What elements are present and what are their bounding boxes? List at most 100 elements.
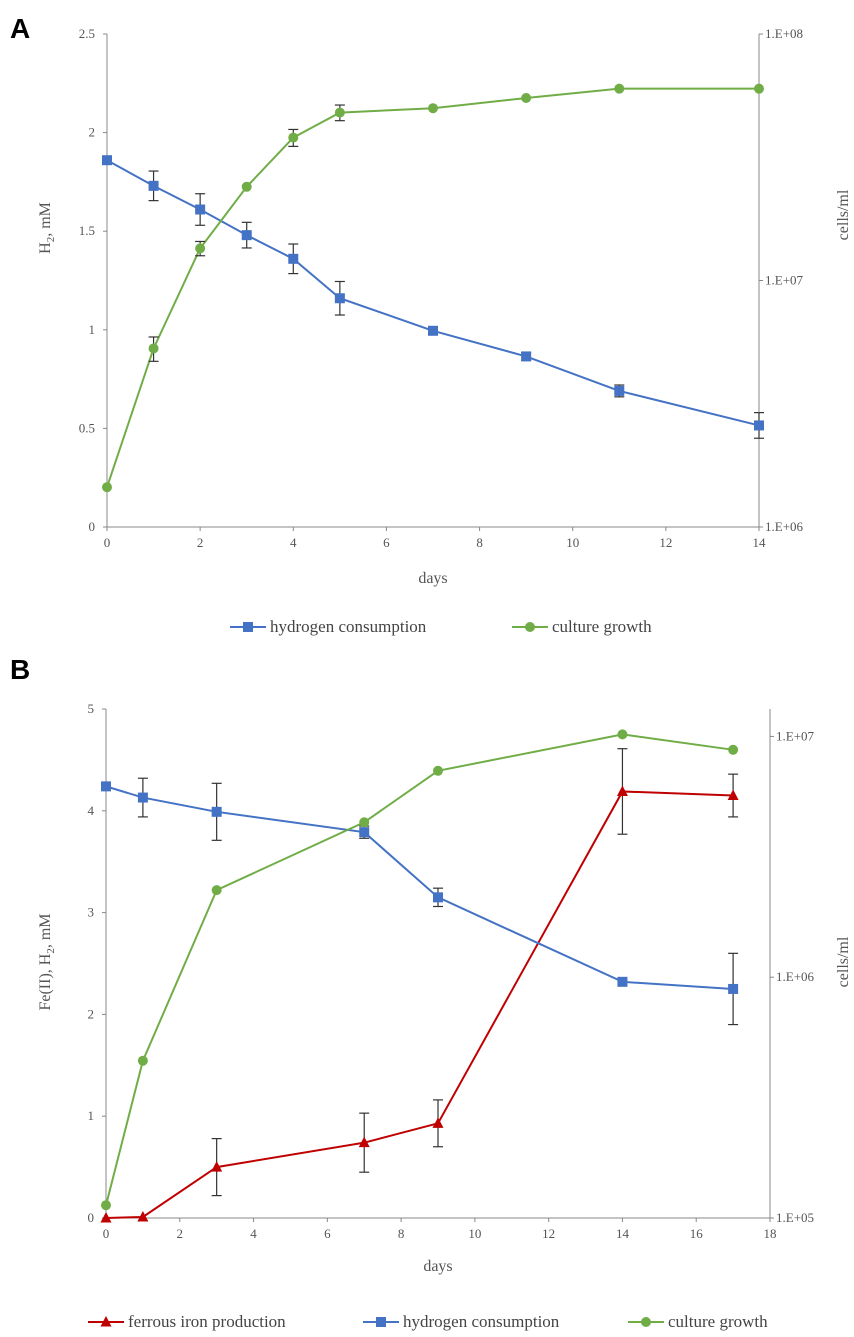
culture-growth-point xyxy=(195,243,206,254)
ferrous-iron-production-point xyxy=(616,785,628,796)
y-tick-label: 0.5 xyxy=(79,420,95,435)
legend-label: culture growth xyxy=(552,617,652,636)
legend-item-hydrogen-consumption: hydrogen consumption xyxy=(230,617,427,636)
hydrogen-consumption-point xyxy=(241,230,252,241)
x-tick-label: 14 xyxy=(616,1226,630,1241)
y2-tick-label: 1.E+06 xyxy=(765,519,804,534)
panel-a-series xyxy=(102,83,764,493)
y2-tick-label: 1.E+08 xyxy=(765,26,803,41)
panel-a-y-title: H2, mM xyxy=(37,202,57,254)
panel-a-ticks: 0 2 4 6 8 10 12 14 0 0.5 1 1.5 2 2.5 1.E+06 1.E+07 1.E+0… xyxy=(79,26,804,550)
legend-label: hydrogen consumption xyxy=(270,617,427,636)
legend-label: ferrous iron production xyxy=(128,1312,286,1331)
x-tick-label: 8 xyxy=(476,535,483,550)
ferrous-iron-production-point xyxy=(727,789,739,801)
x-tick-label: 10 xyxy=(468,1226,481,1241)
culture-growth-point xyxy=(428,103,438,114)
y-tick-label: 5 xyxy=(88,701,95,716)
y2-tick-label: 1.E+06 xyxy=(776,969,815,984)
legend-item-hydrogen-consumption: hydrogen consumption xyxy=(363,1312,560,1331)
panel-b-letter: B xyxy=(10,654,30,685)
x-tick-label: 12 xyxy=(542,1226,555,1241)
culture-growth-point xyxy=(334,107,345,118)
culture-growth-line xyxy=(106,87,759,488)
culture-growth-point xyxy=(241,181,252,192)
x-tick-label: 2 xyxy=(197,535,204,550)
culture-growth-point xyxy=(101,1200,111,1211)
panel-a-y2-title: cells/ml xyxy=(835,189,852,240)
hydrogen-consumption-point xyxy=(211,806,222,817)
hydrogen-consumption-point xyxy=(433,892,443,903)
panel-a: A 0 2 4 6 8 10 12 14 0 0.5 1 1.5 2 2.5 1.E+06 1.E+07 1.E… xyxy=(10,13,852,636)
legend-label: hydrogen consumption xyxy=(403,1312,560,1331)
culture-growth-point xyxy=(728,744,739,755)
culture-growth-point xyxy=(211,885,222,896)
x-tick-label: 4 xyxy=(290,535,297,550)
y-tick-label: 2 xyxy=(89,125,96,140)
ferrous-iron-production-point xyxy=(432,1117,444,1128)
hydrogen-consumption-point xyxy=(754,420,764,431)
hydrogen-consumption-point xyxy=(359,827,370,838)
legend-item-culture-growth: culture growth xyxy=(512,617,652,636)
x-tick-label: 16 xyxy=(690,1226,704,1241)
culture-growth-point xyxy=(137,1055,148,1066)
panel-b-series xyxy=(100,729,739,1223)
culture-growth-point xyxy=(102,482,112,493)
panel-b-y2-title: cells/ml xyxy=(835,936,852,987)
culture-growth-point xyxy=(754,83,764,94)
panel-b-x-title: days xyxy=(423,1258,452,1275)
hydrogen-consumption-point xyxy=(521,351,532,362)
hydrogen-consumption-point xyxy=(728,983,739,994)
y-tick-label: 1 xyxy=(88,1108,95,1123)
hydrogen-consumption-line xyxy=(106,159,760,427)
y2-tick-label: 1.E+07 xyxy=(776,728,815,743)
panel-b: B 0 2 4 6 8 10 12 14 16 180123451.E+051.E+061.E+0… xyxy=(10,654,852,1331)
y2-tick-label: 1.E+05 xyxy=(776,1210,814,1225)
x-tick-label: 6 xyxy=(383,535,390,550)
hydrogen-consumption-point xyxy=(101,781,111,792)
ferrous-iron-production-point xyxy=(358,1136,370,1148)
culture-growth-point xyxy=(521,93,532,104)
hydrogen-consumption-point xyxy=(102,155,112,166)
y-tick-label: 0 xyxy=(88,1210,95,1225)
culture-growth-point xyxy=(359,817,370,828)
hydrogen-consumption-point xyxy=(617,976,628,987)
legend-item-culture-growth: culture growth xyxy=(628,1312,768,1331)
legend-swatch-marker xyxy=(100,1316,112,1327)
legend-item-ferrous-iron-production: ferrous iron production xyxy=(88,1312,286,1331)
panel-a-letter: A xyxy=(10,13,30,44)
y-tick-label: 1 xyxy=(89,322,96,337)
legend-swatch-marker xyxy=(243,622,253,632)
ferrous-iron-production-point xyxy=(211,1161,223,1172)
x-tick-label: 10 xyxy=(566,535,579,550)
panel-a-x-title: days xyxy=(418,570,447,587)
y-tick-label: 2.5 xyxy=(79,26,95,41)
x-tick-label: 12 xyxy=(659,535,672,550)
x-tick-label: 8 xyxy=(398,1226,405,1241)
hydrogen-consumption-point xyxy=(137,792,148,803)
hydrogen-consumption-point xyxy=(614,385,625,396)
culture-growth-point xyxy=(288,132,299,143)
hydrogen-consumption-line xyxy=(105,785,734,990)
hydrogen-consumption-point xyxy=(195,204,206,215)
ferrous-iron-production-point xyxy=(100,1212,112,1223)
hydrogen-consumption-point xyxy=(148,180,159,191)
culture-growth-point xyxy=(614,83,625,94)
y-tick-label: 3 xyxy=(88,905,95,920)
legend-label: culture growth xyxy=(668,1312,768,1331)
panel-a-legend: hydrogen consumption culture growth xyxy=(230,617,652,636)
culture-growth-line xyxy=(105,733,734,1206)
legend-swatch-marker xyxy=(525,622,535,632)
y-tick-label: 4 xyxy=(88,803,95,818)
culture-growth-point xyxy=(148,343,159,354)
ferrous-iron-production-point xyxy=(137,1210,149,1222)
x-tick-label: 18 xyxy=(764,1226,777,1241)
x-tick-label: 6 xyxy=(324,1226,331,1241)
legend-swatch-marker xyxy=(641,1317,651,1327)
x-tick-label: 0 xyxy=(103,1226,110,1241)
y-tick-label: 0 xyxy=(89,519,96,534)
y-tick-label: 2 xyxy=(88,1006,95,1021)
legend-swatch-marker xyxy=(376,1317,386,1327)
y2-tick-label: 1.E+07 xyxy=(765,273,804,288)
